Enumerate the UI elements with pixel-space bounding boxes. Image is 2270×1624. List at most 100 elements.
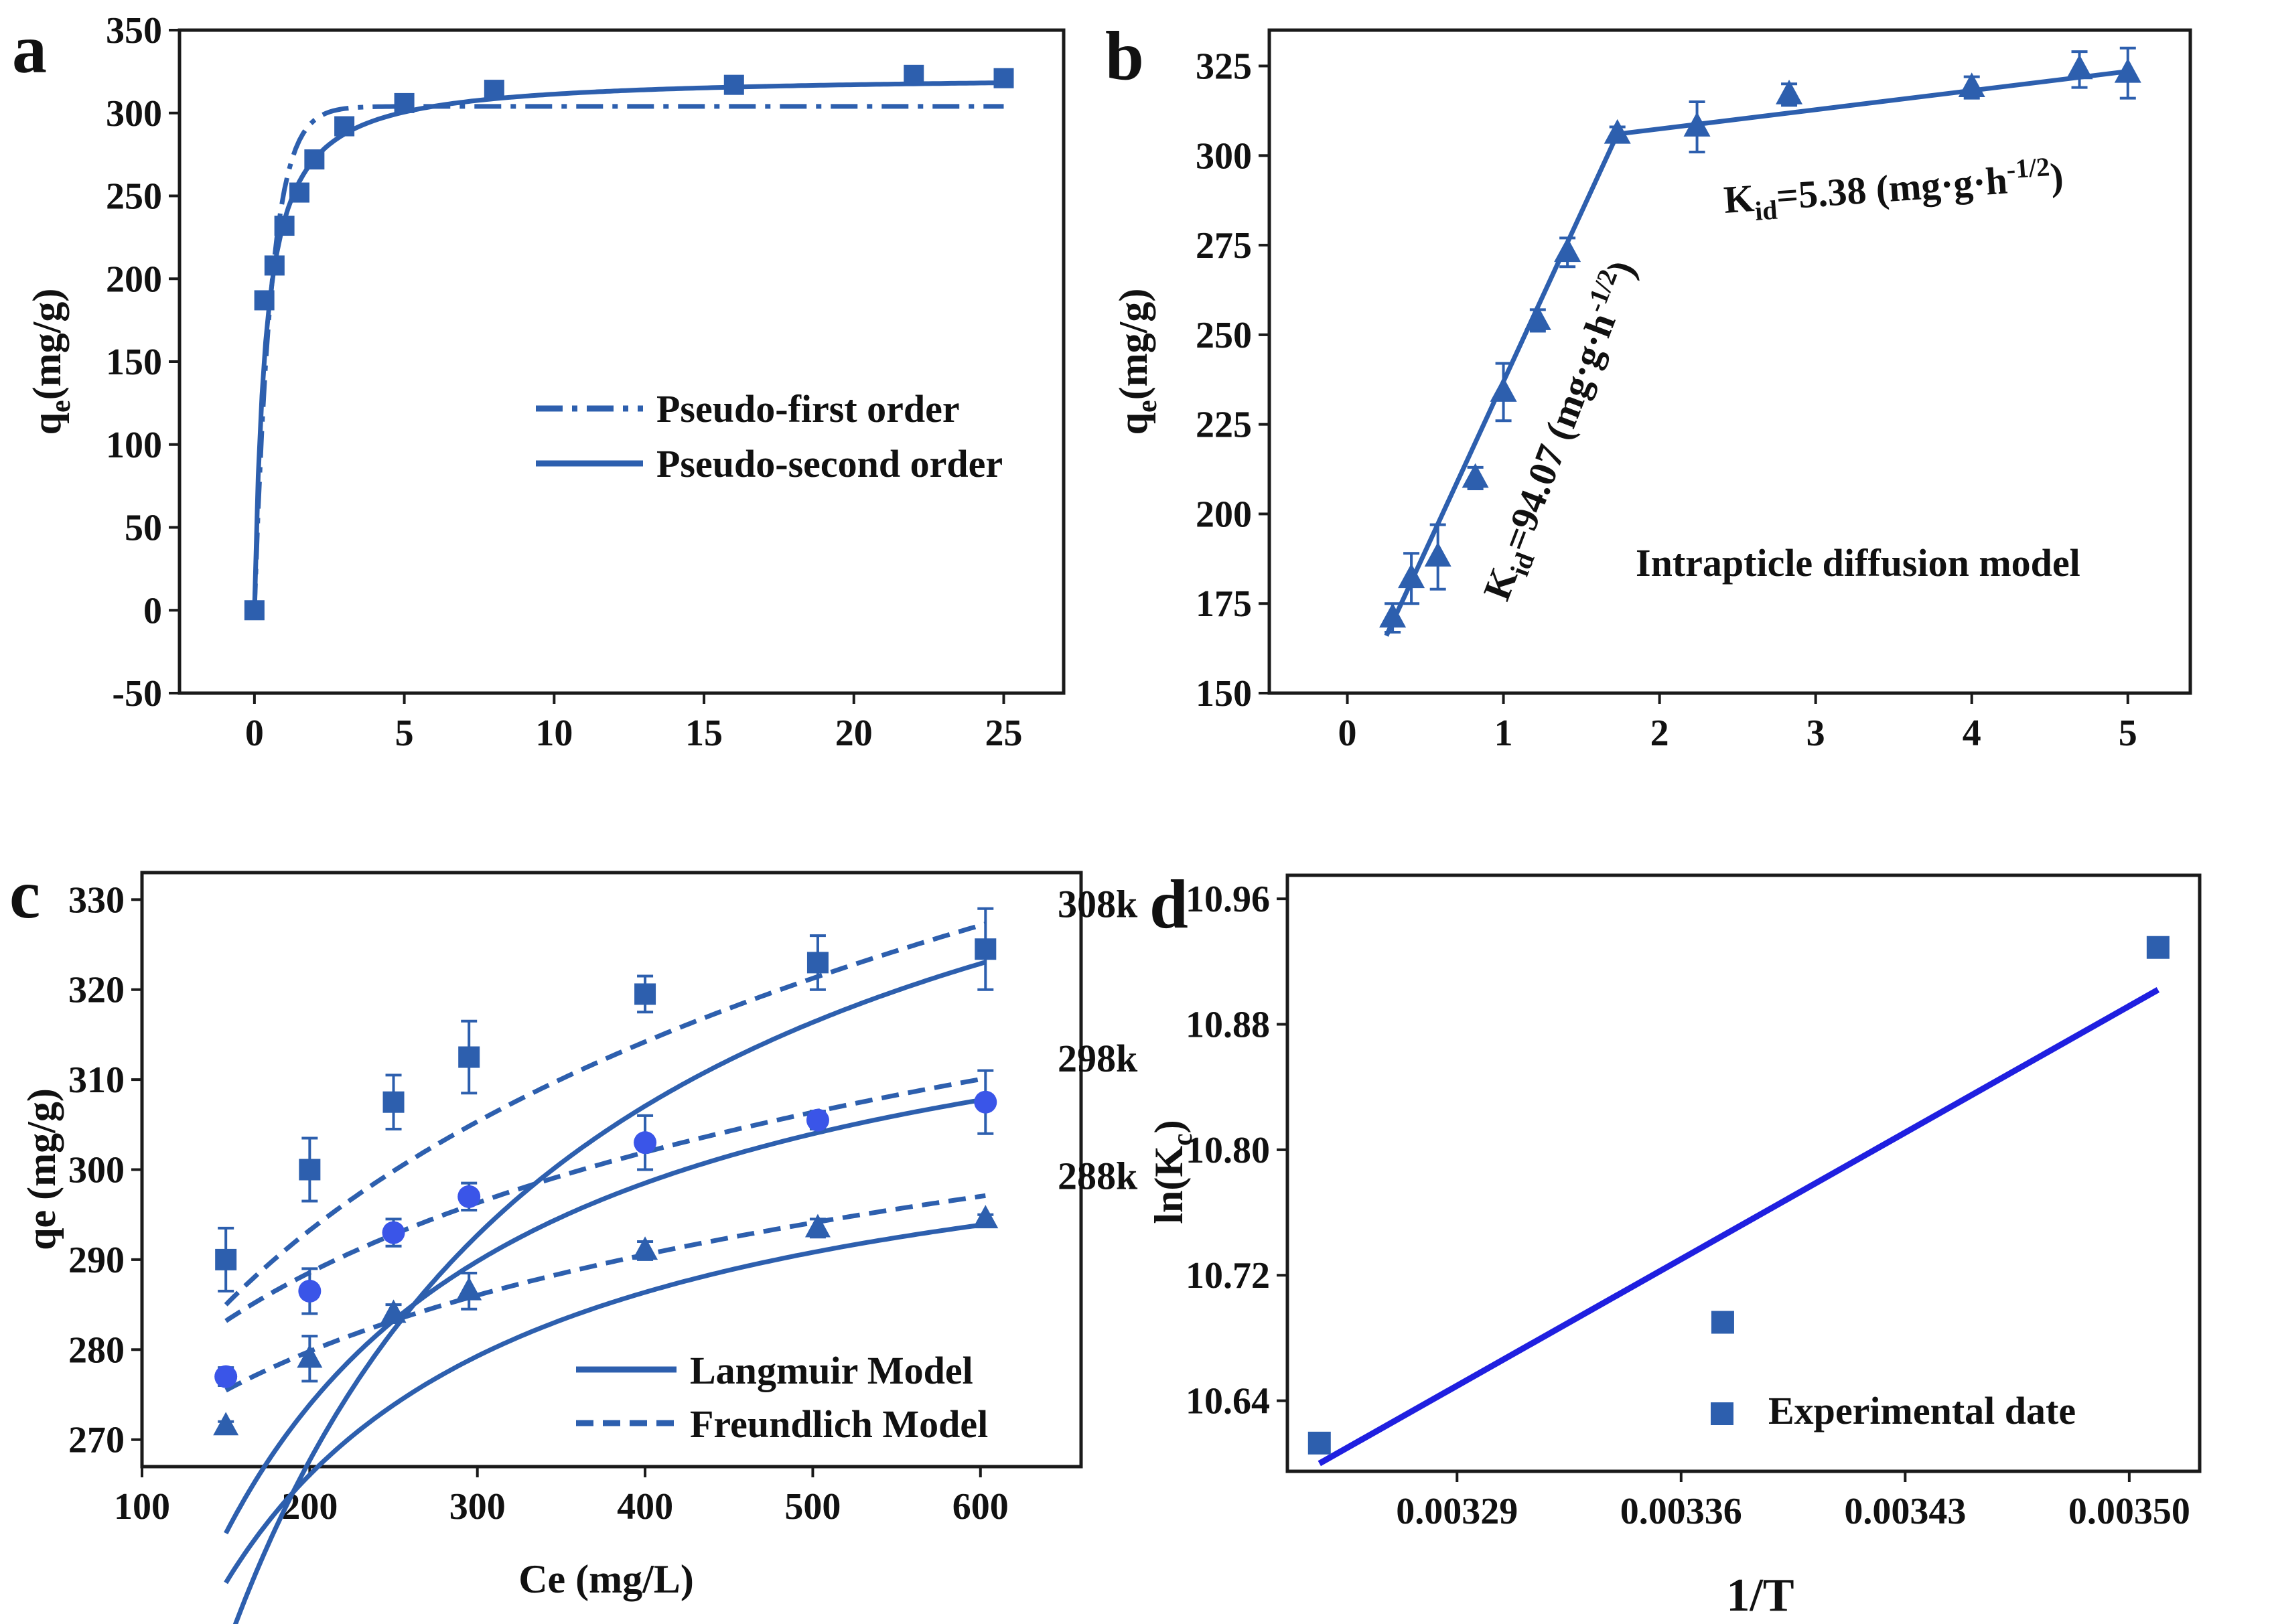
panel-a-point — [254, 290, 275, 311]
panel-label-c: c — [9, 856, 40, 933]
series-label-288k: 288k — [1058, 1154, 1138, 1197]
panel-c-chart: 100 200 300 400 500 600270280290300310320330 … — [19, 871, 1138, 1624]
panel-a-ytick-label: 300 — [106, 93, 162, 135]
panel-b-ytick-label: 300 — [1196, 135, 1252, 177]
panel-b-point — [2066, 54, 2093, 80]
panel-a-ytick-label: 250 — [106, 176, 162, 218]
panel-b-point — [1554, 237, 1581, 263]
freundlich-curve-298k — [224, 1076, 986, 1323]
legend-langmuir-label: Langmuir Model — [690, 1349, 973, 1392]
panel-d-ytick-label: 10.80 — [1186, 1130, 1270, 1171]
panel-c-ytick-label: 300 — [68, 1150, 125, 1191]
panel-a-xtick-label: 5 — [395, 713, 414, 754]
panel-a-point — [244, 600, 265, 621]
panel-b-ytick-label: 275 — [1196, 225, 1252, 267]
panel-a-ytick-label: -50 — [112, 673, 162, 715]
panel-b-point — [1524, 305, 1551, 330]
panel-c-xtick-label: 300 — [449, 1486, 506, 1528]
panel-a-ytick-label: 150 — [106, 342, 162, 383]
point-288k — [804, 1213, 831, 1238]
panel-a-point — [289, 182, 309, 203]
panel-a-point — [304, 149, 325, 170]
panel-c-xtick-label: 100 — [114, 1486, 170, 1528]
panel-a-legend: Pseudo-first order Pseudo-second order — [536, 387, 1003, 486]
panel-b-xtick-label: 5 — [2119, 713, 2137, 754]
panel-a-xtick-label: 25 — [985, 713, 1023, 754]
legend-freundlich-label: Freundlich Model — [690, 1402, 988, 1446]
point-298k — [382, 1221, 405, 1244]
panel-b-point — [1604, 119, 1631, 144]
point-288k — [380, 1299, 407, 1323]
panel-a-xtick-label: 15 — [685, 713, 723, 754]
panel-a-chart: 0 5 10 15 20 25 -50 0 50 100 150 200 250 300 350 qe(mg… — [25, 10, 1066, 754]
panel-d-xtick-label: 0.00350 — [2068, 1491, 2190, 1532]
point-288k — [632, 1236, 658, 1260]
panel-c-ylabel: qe (mg/g) — [19, 1088, 64, 1250]
panel-a-xtick-label: 20 — [835, 713, 873, 754]
panel-b-ylabel: qe(mg/g) — [1111, 289, 1163, 435]
freundlich-curve-288k — [224, 1193, 986, 1393]
panel-a-point — [264, 255, 285, 276]
panel-b-xtick-label: 0 — [1338, 713, 1357, 754]
series-label-308k: 308k — [1058, 883, 1138, 926]
panel-d-xtick-label: 0.00329 — [1396, 1491, 1518, 1532]
panel-b-point — [1379, 603, 1407, 628]
freundlich-curve-308k — [224, 921, 987, 1307]
legend-experimental-label: Experimental date — [1768, 1389, 2076, 1432]
panel-c-xtick-label: 600 — [952, 1486, 1009, 1528]
panel-b-point — [1398, 563, 1425, 589]
panel-d-chart: 0.00329 0.00336 0.00343 0.00350 10.64 10.72 10… — [1147, 873, 2202, 1621]
point-288k — [213, 1412, 239, 1436]
panel-d-xlabel: 1/T — [1726, 1570, 1794, 1621]
panel-a-point — [394, 92, 415, 113]
panel-b-ytick-label: 175 — [1196, 583, 1252, 625]
panel-b-ytick-label: 325 — [1196, 46, 1252, 88]
panel-a-ytick-label: 200 — [106, 259, 162, 300]
panel-label-d: d — [1149, 866, 1188, 943]
panel-a-ytick-label: 100 — [106, 425, 162, 466]
panel-d-ytick-label: 10.88 — [1186, 1005, 1270, 1046]
panel-d-xtick-label: 0.00343 — [1844, 1491, 1966, 1532]
point-298k — [298, 1279, 322, 1303]
point-288k — [456, 1276, 482, 1301]
series-label-298k: 298k — [1058, 1037, 1138, 1080]
panel-c-ytick-label: 270 — [68, 1420, 125, 1461]
legend-pseudo-first-label: Pseudo-first order — [656, 387, 960, 431]
panel-a-point — [723, 74, 744, 95]
point-298k — [634, 1131, 657, 1155]
point-308k — [299, 1159, 321, 1181]
panel-d-point — [1307, 1431, 1331, 1455]
panel-b-point — [1490, 377, 1517, 402]
legend-pseudo-second-label: Pseudo-second order — [656, 442, 1003, 486]
panel-c-xlabel: Ce (mg/L) — [518, 1557, 694, 1601]
panel-c-ytick-label: 310 — [68, 1059, 125, 1101]
panel-a-point — [993, 68, 1014, 88]
panel-b-point — [2114, 58, 2141, 83]
panel-b-xtick-label: 1 — [1494, 713, 1513, 754]
panel-d-ytick-label: 10.64 — [1186, 1381, 1270, 1422]
panel-b-ytick-label: 250 — [1196, 315, 1252, 356]
panel-d-point — [2146, 936, 2170, 959]
panel-label-a: a — [12, 11, 47, 88]
legend-experimental-marker — [1711, 1402, 1733, 1425]
langmuir-curve-288k — [224, 1222, 986, 1584]
pseudo-second-order-curve — [252, 80, 1004, 611]
panel-c-ytick-label: 280 — [68, 1329, 125, 1371]
panel-c-xtick-label: 500 — [784, 1486, 841, 1528]
panel-a-ytick-label: 350 — [106, 10, 162, 52]
panel-c-ytick-label: 330 — [68, 879, 125, 921]
panel-b-point — [1462, 463, 1489, 488]
panel-d-frame — [1285, 873, 2202, 1473]
kid-steep-annotation: Kid=94.07 (mg·g·h-1/2) — [1471, 253, 1650, 608]
point-298k — [806, 1108, 829, 1132]
point-288k — [973, 1205, 999, 1229]
panel-c-xtick-label: 400 — [617, 1486, 673, 1528]
panel-b-point — [1958, 72, 1985, 98]
panel-a-frame — [178, 28, 1066, 695]
panel-b-xtick-label: 4 — [1963, 713, 1981, 754]
panel-b-ytick-label: 225 — [1196, 404, 1252, 446]
point-308k — [806, 952, 829, 974]
panel-a-ylabel: qe(mg/g) — [25, 289, 76, 435]
